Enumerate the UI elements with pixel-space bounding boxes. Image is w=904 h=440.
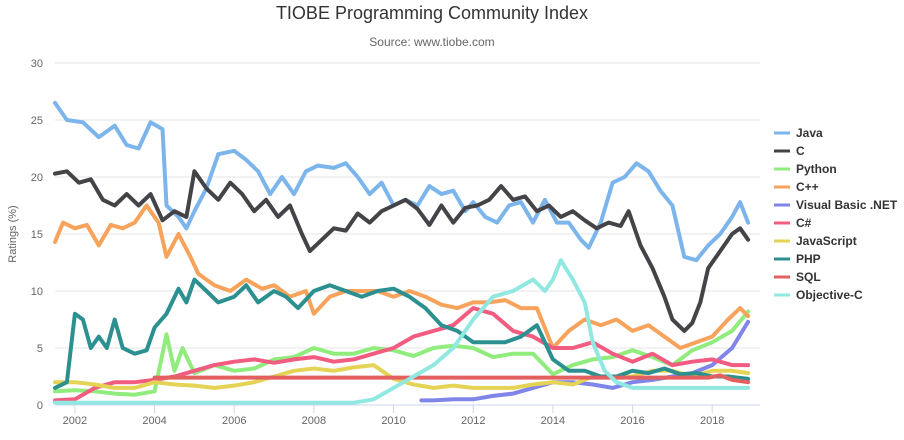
- x-tick-label: 2016: [620, 415, 644, 427]
- x-tick-label: 2004: [142, 415, 166, 427]
- legend: Java C Python C++ Visual Basic .NET C# JavaScr…: [774, 126, 898, 302]
- y-tick-label: 20: [31, 172, 43, 184]
- y-tick-label: 0: [37, 400, 43, 412]
- legend-label: Java: [796, 126, 823, 140]
- x-tick-label: 2018: [700, 415, 724, 427]
- legend-item-objective-c[interactable]: Objective-C: [774, 288, 863, 302]
- legend-item-c[interactable]: C++: [774, 180, 819, 194]
- y-tick-label: 5: [37, 343, 43, 355]
- chart-title: TIOBE Programming Community Index: [276, 3, 588, 23]
- series-line-c[interactable]: [53, 203, 751, 350]
- legend-label: C++: [796, 180, 819, 194]
- legend-label: SQL: [796, 270, 821, 284]
- x-tick-label: 2012: [461, 415, 485, 427]
- x-tick-label: 2014: [541, 415, 565, 427]
- legend-label: JavaScript: [796, 234, 857, 248]
- x-tick-label: 2006: [222, 415, 246, 427]
- x-tick-label: 2008: [302, 415, 326, 427]
- plot-series: [53, 100, 751, 405]
- series-line-objective-c[interactable]: [53, 258, 751, 405]
- legend-item-c[interactable]: C: [774, 144, 805, 158]
- legend-label: Python: [796, 162, 837, 176]
- series-line-c[interactable]: [53, 169, 751, 333]
- legend-item-sql[interactable]: SQL: [774, 270, 821, 284]
- y-tick-label: 15: [31, 229, 43, 241]
- legend-item-javascript[interactable]: JavaScript: [774, 234, 857, 248]
- series-line-java[interactable]: [53, 100, 751, 263]
- y-tick-label: 25: [31, 115, 43, 127]
- legend-item-php[interactable]: PHP: [774, 252, 821, 266]
- legend-label: C: [796, 144, 805, 158]
- y-axis-title: Ratings (%): [7, 205, 19, 262]
- chart-subtitle: Source: www.tiobe.com: [369, 35, 494, 49]
- x-tick-label: 2002: [63, 415, 87, 427]
- legend-label: PHP: [796, 252, 821, 266]
- legend-item-c[interactable]: C#: [774, 216, 812, 230]
- legend-label: Objective-C: [796, 288, 863, 302]
- x-tick-label: 2010: [381, 415, 405, 427]
- y-tick-label: 30: [31, 58, 43, 70]
- legend-item-python[interactable]: Python: [774, 162, 837, 176]
- y-axis-ticks: 0 5 10 15 20 25 30: [31, 58, 43, 412]
- legend-label: Visual Basic .NET: [796, 198, 898, 212]
- legend-item-visual-basic-net[interactable]: Visual Basic .NET: [774, 198, 898, 212]
- y-tick-label: 10: [31, 286, 43, 298]
- x-axis-ticks: 2002 2004 2006 2008 2010 2012 2014 2016 2018: [63, 405, 724, 427]
- series-line-sql[interactable]: [152, 373, 751, 385]
- legend-label: C#: [796, 216, 812, 230]
- legend-item-java[interactable]: Java: [774, 126, 823, 140]
